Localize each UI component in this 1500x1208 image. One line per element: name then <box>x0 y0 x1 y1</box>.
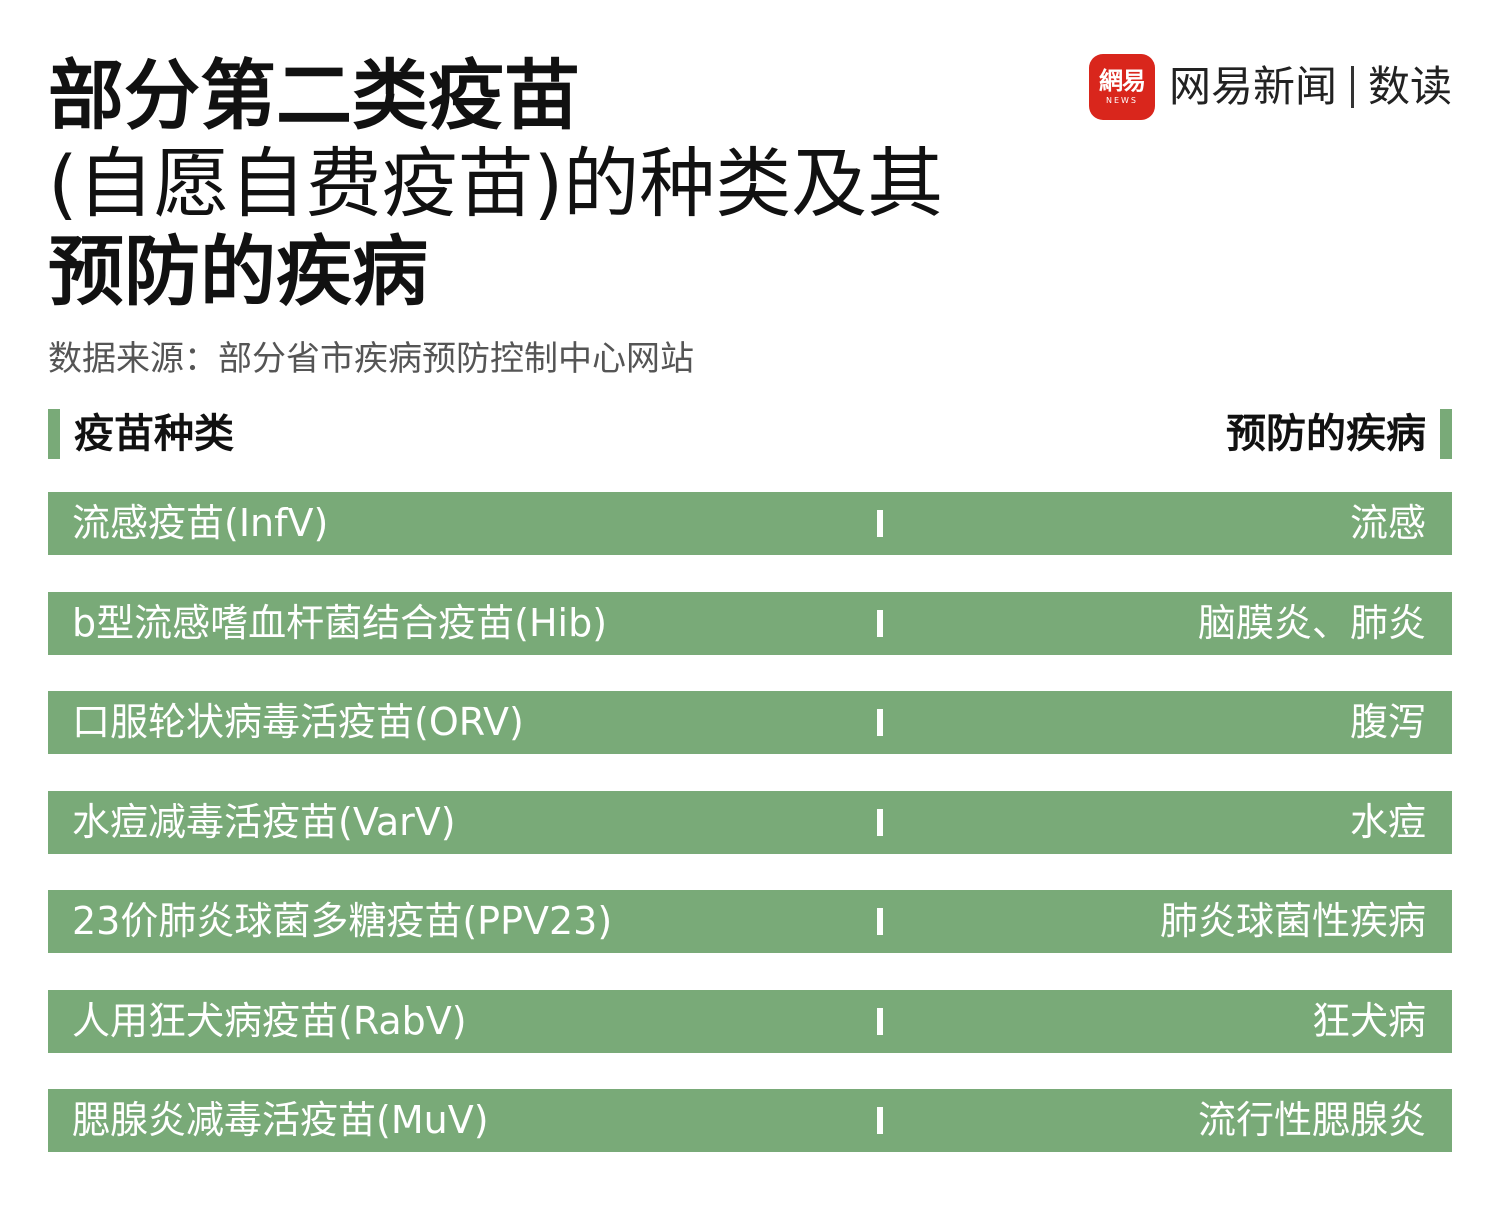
row-divider <box>877 709 883 736</box>
disease-name: 脑膜炎、肺炎 <box>1197 600 1426 645</box>
disease-name: 流行性腮腺炎 <box>1197 1098 1426 1142</box>
table-row: 23价肺炎球菌多糖疫苗(PPV23) 肺炎球菌性疾病 <box>48 890 1452 953</box>
row-divider <box>877 510 883 537</box>
vaccine-name: 水痘减毒活疫苗(VarV) <box>72 799 456 844</box>
header-accent-bar <box>1440 409 1452 459</box>
header-vaccine-label: 疫苗种类 <box>74 411 234 457</box>
column-header-disease: 预防的疾病 <box>1226 408 1452 460</box>
header-disease-label: 预防的疾病 <box>1226 411 1426 457</box>
row-divider <box>877 1107 883 1134</box>
logo-divider <box>1350 66 1354 108</box>
row-divider <box>877 908 883 935</box>
netease-logo-icon: 網易 NEWS <box>1088 54 1155 120</box>
disease-name: 水痘 <box>1349 799 1426 844</box>
disease-name: 流感 <box>1349 501 1426 545</box>
page-title: 部分第二类疫苗 (自愿自费疫苗)的种类及其 预防的疾病 <box>48 52 1008 316</box>
vaccine-name: 口服轮状病毒活疫苗(ORV) <box>72 700 524 744</box>
netease-news-logo: 網易 NEWS 网易新闻 数读 <box>1088 52 1452 122</box>
data-source: 数据来源：部分省市疾病预防控制中心网站 <box>48 339 694 379</box>
title-line-2: (自愿自费疫苗)的种类及其 <box>48 139 944 228</box>
column-header-vaccine: 疫苗种类 <box>48 408 234 460</box>
table-row: b型流感嗜血杆菌结合疫苗(Hib) 脑膜炎、肺炎 <box>48 591 1452 655</box>
disease-name: 肺炎球菌性疾病 <box>1159 899 1426 943</box>
logo-brand-name: 网易新闻 <box>1168 62 1337 111</box>
vaccine-name: 23价肺炎球菌多糖疫苗(PPV23) <box>72 899 613 943</box>
logo-badge-subtext: NEWS <box>1105 96 1138 105</box>
disease-name: 腹泻 <box>1349 700 1426 744</box>
vaccine-name: 人用狂犬病疫苗(RabV) <box>72 998 467 1043</box>
header-accent-bar <box>48 409 60 459</box>
vaccine-name: 流感疫苗(InfV) <box>72 501 329 545</box>
table-row: 流感疫苗(InfV) 流感 <box>48 492 1452 555</box>
table-row: 腮腺炎减毒活疫苗(MuV) 流行性腮腺炎 <box>48 1089 1452 1152</box>
table-row: 水痘减毒活疫苗(VarV) 水痘 <box>48 790 1452 854</box>
vaccine-name: b型流感嗜血杆菌结合疫苗(Hib) <box>72 600 608 645</box>
row-divider <box>877 808 883 836</box>
vaccine-name: 腮腺炎减毒活疫苗(MuV) <box>72 1098 489 1142</box>
title-line-1: 部分第二类疫苗 <box>48 51 580 140</box>
row-divider <box>877 1007 883 1035</box>
row-divider <box>877 609 883 637</box>
disease-name: 狂犬病 <box>1311 998 1426 1043</box>
title-line-3: 预防的疾病 <box>48 227 428 316</box>
table-row: 口服轮状病毒活疫苗(ORV) 腹泻 <box>48 691 1452 754</box>
logo-badge-text: 網易 <box>1098 67 1146 95</box>
vaccine-table: 流感疫苗(InfV) 流感 b型流感嗜血杆菌结合疫苗(Hib) 脑膜炎、肺炎 口… <box>48 492 1452 1189</box>
logo-column-name: 数读 <box>1367 62 1452 111</box>
table-row: 人用狂犬病疫苗(RabV) 狂犬病 <box>48 989 1452 1053</box>
